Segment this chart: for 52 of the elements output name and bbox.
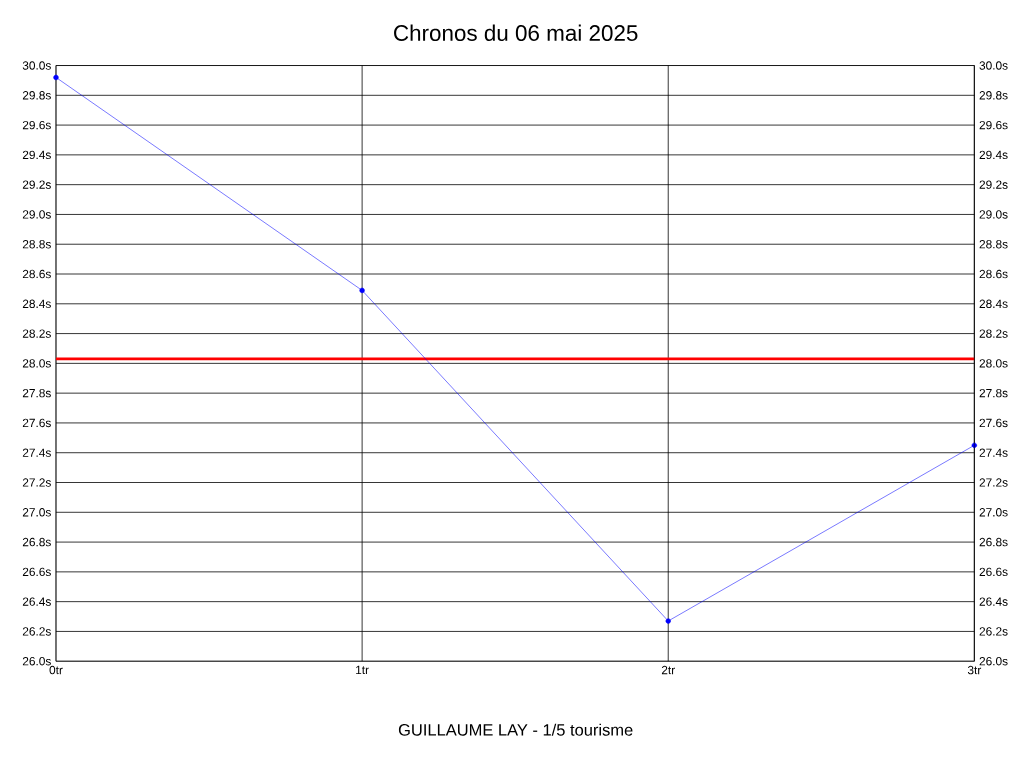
x-tick-label: 0tr — [49, 665, 63, 675]
y2-tick-label: 26.8s — [979, 537, 1008, 547]
y-tick-label: 27.0s — [22, 507, 51, 517]
y2-tick-label: 29.8s — [979, 90, 1008, 100]
y2-tick-label: 27.8s — [979, 388, 1008, 398]
chart-title: Chronos du 06 mai 2025 — [394, 24, 638, 41]
y-tick-label: 26.4s — [22, 597, 51, 606]
y2-tick-label: 29.4s — [979, 150, 1008, 159]
y-tick-label: 28.0s — [22, 358, 51, 368]
y-tick-label: 30.0s — [22, 61, 51, 70]
y-tick-label: 26.2s — [22, 626, 51, 636]
y-tick-label: 28.6s — [22, 269, 51, 278]
y2-tick-label: 27.2s — [979, 478, 1008, 487]
y-tick-label: 29.2s — [22, 180, 51, 189]
y-tick-label: 26.8s — [22, 537, 51, 547]
point — [359, 287, 365, 293]
x-tick-label: 3tr — [967, 665, 982, 675]
y-tick-label: 29.4s — [22, 150, 51, 159]
y2-tick-label: 29.0s — [979, 210, 1008, 219]
point — [53, 74, 59, 80]
y-tick-label: 26.6s — [22, 567, 51, 576]
y2-tick-label: 28.0s — [979, 358, 1008, 368]
y-tick-label: 29.8s — [22, 90, 51, 100]
y2-tick-label: 26.0s — [979, 656, 1008, 666]
y2-tick-label: 27.4s — [979, 448, 1008, 457]
y-tick-label: 27.2s — [22, 478, 51, 487]
y-tick-label: 27.4s — [22, 448, 51, 457]
y2-tick-label: 28.6s — [979, 269, 1008, 278]
y2-tick-label: 29.6s — [979, 120, 1008, 130]
y2-tick-label: 27.0s — [979, 507, 1008, 517]
y2-tick-label: 26.4s — [979, 597, 1008, 606]
x-tick-label: 1tr — [356, 665, 369, 674]
y-tick-label: 26.0s — [22, 656, 51, 666]
y2-tick-label: 26.6s — [979, 567, 1008, 576]
x-tick-label: 2tr — [661, 665, 675, 675]
y-tick-label: 29.0s — [22, 210, 51, 219]
text: GUILLAUME LAY - 1/5 tourisme — [398, 723, 633, 736]
y2-tick-label: 26.2s — [979, 626, 1008, 636]
y-tick-label: 29.6s — [22, 120, 51, 130]
y2-tick-label: 28.2s — [979, 329, 1008, 338]
point — [971, 442, 977, 448]
y2-tick-label: 30.0s — [979, 61, 1008, 70]
y2-tick-label: 29.2s — [979, 180, 1008, 189]
y2-tick-label: 27.6s — [979, 418, 1008, 427]
y-tick-label: 28.8s — [22, 239, 51, 249]
y-tick-label: 28.4s — [22, 299, 51, 308]
point — [665, 618, 671, 624]
y-tick-label: 28.2s — [22, 329, 51, 338]
y2-tick-label: 28.8s — [979, 239, 1008, 249]
y-tick-label: 27.8s — [22, 388, 51, 398]
y2-tick-label: 28.4s — [979, 299, 1008, 308]
y-tick-label: 27.6s — [22, 418, 51, 427]
